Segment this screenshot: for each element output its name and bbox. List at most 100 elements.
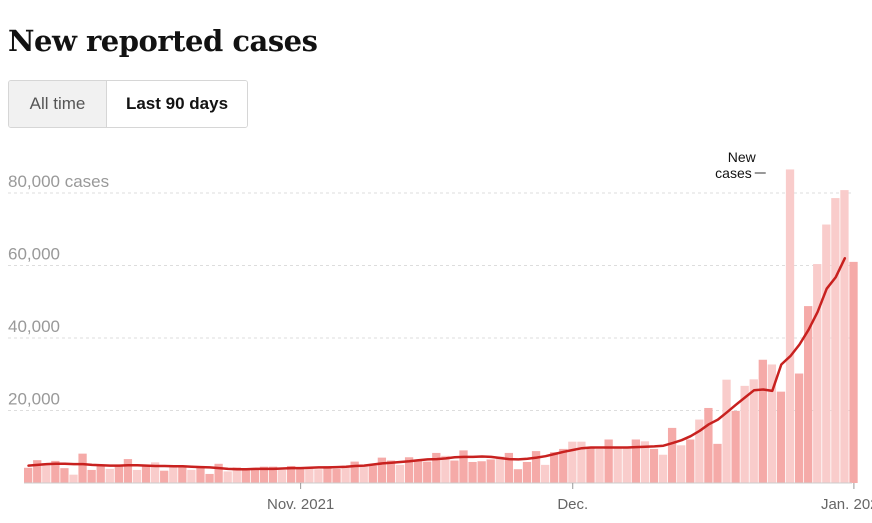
bar [722,379,731,483]
x-tick-label: Jan. 2022 [821,496,872,513]
bar [631,439,640,483]
bar [704,407,713,483]
bar [794,373,804,483]
bar [767,364,777,483]
bar [414,459,423,483]
bar [486,459,495,483]
bar [169,465,178,483]
bar [141,465,151,483]
x-tick-label: Nov. 2021 [267,496,334,513]
time-range-toggle: All time Last 90 days [8,80,248,128]
bar [622,447,631,483]
bar [341,466,350,483]
annotation-label: cases [715,165,752,181]
bar [241,468,250,483]
bar [785,169,795,483]
bar [132,469,142,483]
bar [250,469,260,483]
bar [150,462,160,483]
bar [314,469,323,483]
bar [522,461,532,483]
y-tick-label: 20,000 [8,390,60,409]
bar [604,439,613,483]
bar [695,419,704,483]
bar [178,466,187,483]
average-line [27,257,847,471]
bar [667,427,677,483]
y-tick-label: 60,000 [8,245,60,264]
bar [450,460,459,483]
bar [69,474,78,483]
bar [740,385,749,483]
bar [441,455,450,483]
bar [758,359,767,483]
bar [577,441,586,483]
bar [305,467,314,483]
bar [277,469,287,483]
bar [42,463,51,483]
bar [114,465,123,483]
bar [404,457,414,483]
bar [332,468,341,483]
bar [223,471,232,483]
all-time-button[interactable]: All time [9,81,107,127]
bar [259,466,269,483]
bar [105,468,114,483]
gridlines [8,192,852,411]
axes: 20,000 40,000 60,000 80,000 cases Nov. 2021 D… [8,172,872,513]
bar [459,450,468,483]
bar [323,466,332,483]
page-title: New reported cases [8,24,318,58]
y-tick-label: 80,000 cases [8,172,109,191]
bar [649,448,659,483]
bar [495,456,504,483]
last-90-days-button[interactable]: Last 90 days [107,81,247,127]
bar [840,190,849,483]
bar [504,452,514,483]
bar [24,467,33,483]
bar [395,464,405,483]
bar [559,448,568,483]
bar [196,465,205,483]
bar [531,451,541,483]
bar [123,459,133,483]
bar [386,460,396,483]
bar [468,461,477,483]
bar [831,198,840,483]
bar [640,441,650,483]
bar [658,454,668,483]
bar [268,466,278,483]
bar [595,448,604,483]
average-line-group [27,257,847,471]
bar [477,461,486,483]
bar [60,468,69,483]
bar [160,470,169,483]
bar [78,453,87,483]
cases-chart: 20,000 40,000 60,000 80,000 cases Nov. 2021 D… [8,149,872,513]
bar [432,452,441,483]
bar [540,464,550,483]
bar [87,469,96,483]
bar [205,473,214,483]
bar [232,467,241,483]
bar [377,457,387,483]
bar [423,461,432,483]
bar [51,460,60,483]
x-tick-label: Dec. [557,496,588,513]
bar [804,306,813,483]
bar [776,391,786,483]
bar [187,469,196,483]
bar [96,464,105,483]
bar [586,448,595,483]
bar [731,410,740,483]
bar [550,452,559,483]
bar [613,446,622,483]
bar [513,469,523,483]
bar [686,439,695,483]
y-tick-label: 40,000 [8,317,60,336]
bar [677,445,686,483]
bar [813,264,822,483]
bar [296,468,305,483]
bar [214,463,223,483]
